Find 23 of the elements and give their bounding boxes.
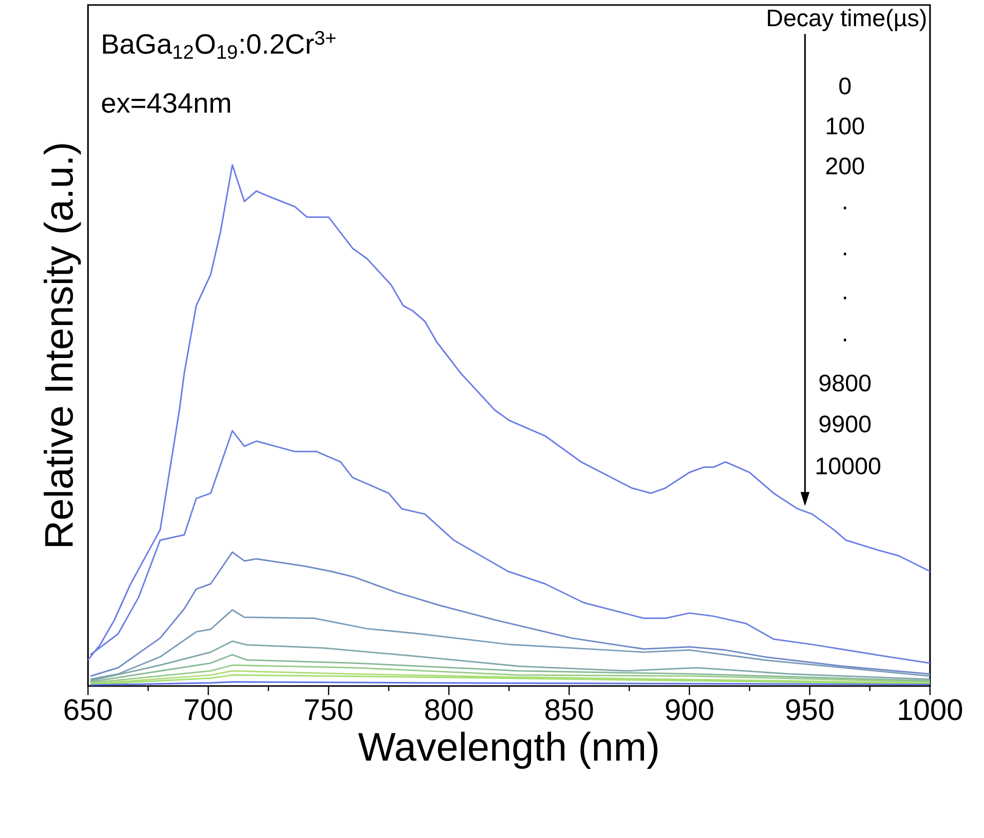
annotation: 9900 <box>820 416 871 432</box>
annotation: . <box>844 338 846 342</box>
x-tick-label: 650 <box>64 699 112 720</box>
text: 100 <box>826 118 864 134</box>
x-tick-label: 800 <box>425 699 473 720</box>
x-tick-label: 1000 <box>899 699 962 720</box>
text: BaGa$_{12}$O$_{19}$:0.2Cr$^{3+}$ <box>103 31 336 59</box>
y-axis-title: Relative Intensity (a.u.) <box>44 144 81 546</box>
annotation: 10000 <box>816 458 880 474</box>
x-tick-label: 700 <box>184 699 232 720</box>
annotation: . <box>844 206 846 210</box>
x-tick-label: 850 <box>546 699 593 720</box>
annotation: . <box>844 252 846 256</box>
x-tick-label: 900 <box>666 699 714 720</box>
text: ex=434nm <box>102 93 230 113</box>
x-tick-label: 950 <box>786 699 834 720</box>
x-tick-label: 750 <box>305 699 352 720</box>
text: 0 <box>839 78 851 94</box>
annotation: 200 <box>826 158 864 174</box>
x-axis-title: Wavelength (nm) <box>358 732 658 769</box>
annotation: . <box>844 296 846 300</box>
annotation: 9800 <box>820 374 871 392</box>
text: Decay time(µs) <box>768 8 926 32</box>
